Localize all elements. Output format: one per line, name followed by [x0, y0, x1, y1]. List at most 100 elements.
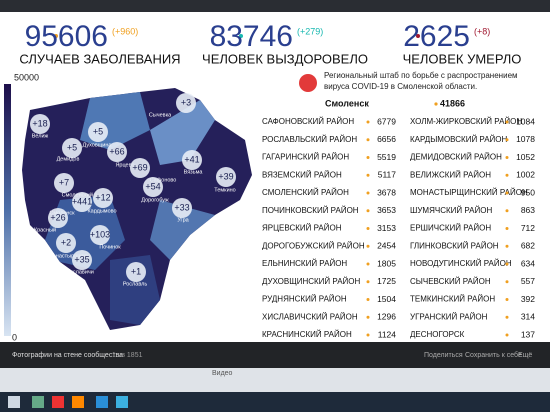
share[interactable]: Поделиться	[424, 352, 463, 359]
district-name: ШУМЯЧСКИЙ РАЙОН	[410, 206, 492, 215]
dot	[366, 227, 370, 230]
district-value: 3653	[377, 205, 396, 215]
map-place: Сафоново	[150, 177, 177, 183]
district-value: 6656	[377, 134, 396, 144]
dot	[505, 262, 509, 266]
map-delta: +39	[218, 171, 233, 181]
district-value: 682	[521, 241, 535, 251]
map-bubble	[93, 188, 113, 208]
taskbar	[0, 392, 550, 412]
map-bubble	[54, 173, 74, 193]
map-bubble	[72, 192, 92, 212]
dot	[54, 34, 58, 38]
album-link[interactable]: Фотографии на стене сообщества	[12, 351, 123, 359]
district-name: КРАСНИНСКИЙ РАЙОН	[262, 330, 352, 339]
more[interactable]: Ещё	[518, 352, 532, 359]
scale-max: 50000	[14, 72, 39, 82]
map-delta: +33	[174, 202, 189, 212]
map-bubble	[216, 167, 236, 187]
map-place: Дорогобуж	[141, 197, 169, 203]
app-icon[interactable]	[96, 396, 108, 408]
map-delta: +7	[59, 177, 69, 187]
district-value: 1124	[378, 329, 397, 339]
map-place: Хиславичи	[66, 269, 94, 275]
scale-min: 0	[12, 332, 17, 342]
stat-value: 95606	[25, 20, 108, 53]
app-icon[interactable]	[32, 396, 44, 408]
map-bubble	[62, 138, 82, 158]
map-delta: +41	[184, 154, 199, 164]
district-value: 2454	[377, 241, 396, 251]
dot	[366, 244, 370, 248]
dot	[505, 280, 509, 284]
district-value: 137	[521, 329, 535, 339]
stat-label: СЛУЧАЕВ ЗАБОЛЕВАНИЯ	[19, 51, 180, 66]
start-icon[interactable]	[8, 396, 20, 408]
counter: 1 из 1851	[112, 352, 143, 359]
dot	[505, 244, 509, 248]
district-name: ВЕЛИЖСКИЙ РАЙОН	[410, 170, 491, 179]
district-name: ЯРЦЕВСКИЙ РАЙОН	[262, 224, 342, 233]
district-value: 1078	[516, 134, 535, 144]
save[interactable]: Сохранить к себе	[465, 351, 522, 359]
dot	[505, 173, 509, 177]
district-name: УГРАНСКИЙ РАЙОН	[410, 312, 488, 321]
district-value: 712	[521, 223, 535, 233]
emblem	[299, 74, 317, 92]
map-delta: +66	[109, 146, 124, 156]
district-name: РУДНЯНСКИЙ РАЙОН	[262, 295, 347, 304]
map-delta: +1	[131, 266, 141, 276]
header-text: Региональный штаб по борьбе с распростра…	[324, 71, 518, 80]
district-name: ХИСЛАВИЧСКИЙ РАЙОН	[262, 312, 358, 321]
district-name: ХОЛМ-ЖИРКОВСКИЙ РАЙОН	[410, 117, 522, 126]
map-place: Кардымово	[87, 208, 116, 214]
district-value: 1084	[516, 116, 535, 126]
dot	[366, 173, 370, 177]
district-value: 5117	[378, 170, 397, 180]
scale-bar	[4, 84, 11, 336]
district-name: ПОЧИНКОВСКИЙ РАЙОН	[262, 206, 359, 215]
district-name: РОСЛАВЛЬСКИЙ РАЙОН	[262, 135, 357, 144]
map-place: Велиж	[32, 133, 49, 139]
app-icon[interactable]	[116, 396, 128, 408]
map-delta: +103	[90, 229, 110, 239]
map-bubble	[56, 233, 76, 253]
district-value: 634	[521, 258, 535, 268]
dot	[505, 298, 509, 301]
district-value: 1296	[377, 312, 396, 322]
district-name: ДЕМИДОВСКИЙ РАЙОН	[410, 153, 502, 162]
district-value: 1725	[377, 276, 396, 286]
district-value: 1002	[516, 170, 535, 180]
dot	[505, 315, 509, 319]
map-bubble	[107, 142, 127, 162]
district-name: ДОРОГОБУЖСКИЙ РАЙОН	[262, 241, 365, 250]
app-icon[interactable]	[52, 396, 64, 408]
dot	[505, 120, 509, 124]
dot	[366, 209, 370, 213]
map-area	[150, 200, 215, 260]
district-name: ДЕСНОГОРСК	[410, 330, 465, 339]
map-place: Рославль	[123, 281, 148, 287]
map-place: Угра	[177, 217, 189, 223]
map-delta: +3	[181, 97, 191, 107]
top-strip	[0, 0, 550, 12]
stat-value: 2625	[403, 20, 470, 53]
map-delta: +26	[50, 212, 65, 222]
district-value: 6779	[377, 116, 396, 126]
district-value: 1504	[377, 294, 396, 304]
viewer-bar	[0, 342, 550, 368]
map-place: Ярцево	[115, 162, 134, 168]
map-area	[110, 255, 160, 325]
app-icon[interactable]	[72, 396, 84, 408]
city-name: Смоленск	[325, 98, 369, 108]
dot	[366, 333, 370, 337]
district-name: ЕРШИЧСКИЙ РАЙОН	[410, 224, 491, 233]
dot	[505, 156, 509, 159]
dot	[416, 34, 420, 38]
dot	[366, 280, 370, 284]
map-delta: +441	[72, 196, 92, 206]
map-bubble	[72, 250, 92, 270]
dot	[366, 120, 370, 124]
stat-value: 83746	[210, 20, 293, 53]
